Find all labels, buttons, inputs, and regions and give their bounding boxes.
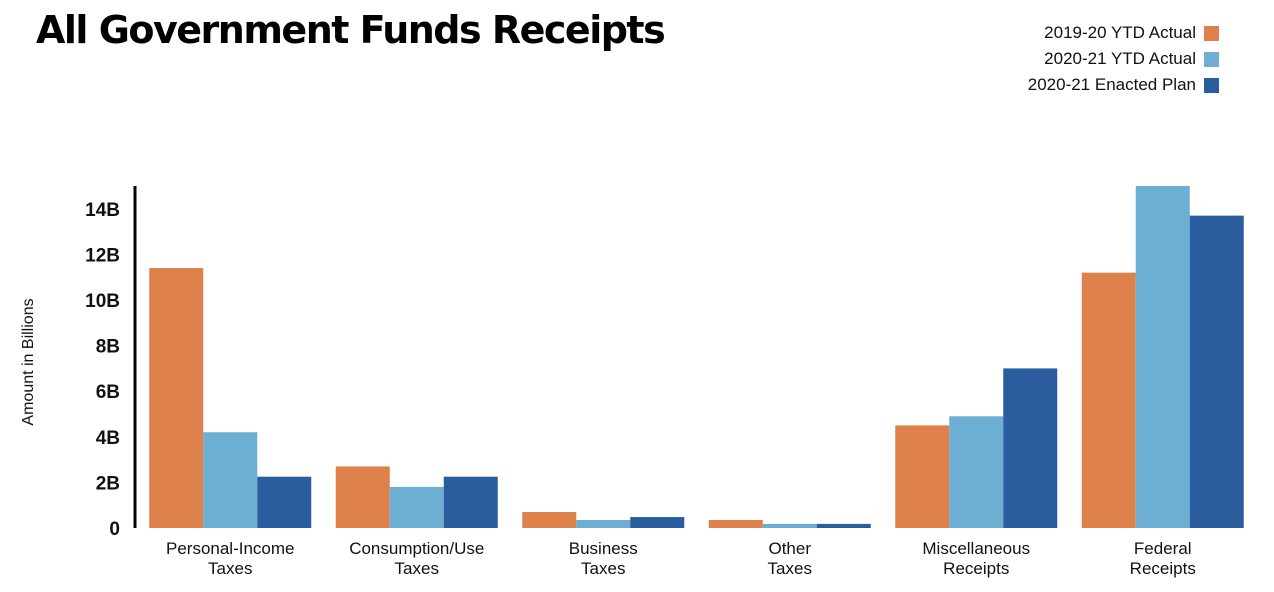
bar [443,476,498,528]
x-category-label: Taxes [395,559,439,578]
bar [335,466,390,528]
bar [1003,368,1058,528]
y-tick-label: 8B [96,337,120,358]
bar [949,416,1004,528]
y-tick-label: 6B [96,382,120,403]
legend-label: 2020-21 Enacted Plan [1027,75,1196,94]
x-category-label: Receipts [1130,559,1196,578]
legend-label: 2020-21 YTD Actual [1044,49,1196,68]
y-tick-label: 10B [85,291,120,312]
legend-label: 2019-20 YTD Actual [1044,23,1196,42]
legend-item: 2020-21 YTD Actual [1028,46,1219,72]
x-category-label: Business [569,539,638,558]
x-category-label: Consumption/Use [349,539,484,558]
bar [203,432,258,528]
bar [630,517,685,528]
y-tick-label: 0 [109,519,120,540]
x-category-label: Taxes [581,559,625,578]
legend-swatch [1204,77,1219,93]
y-tick-label: 2B [96,473,120,494]
y-tick-label: 4B [96,428,120,449]
legend-swatch [1204,25,1219,41]
x-category-label: Personal-Income [166,539,295,558]
x-category-label: Federal [1134,539,1192,558]
bar [1189,215,1244,528]
y-tick-label: 12B [85,245,120,266]
bar [257,476,312,528]
legend-item: 2019-20 YTD Actual [1028,20,1219,46]
x-category-label: Other [768,539,811,558]
legend-swatch [1204,51,1219,67]
bar [708,520,763,528]
bar [816,523,871,528]
legend: 2019-20 YTD Actual 2020-21 YTD Actual 2020… [1028,20,1219,98]
x-category-label: Taxes [768,559,812,578]
bar [522,512,577,528]
bar [1081,272,1136,528]
bar [1135,186,1190,528]
bar [762,523,817,528]
legend-item: 2020-21 Enacted Plan [1028,72,1219,98]
bar [149,268,204,528]
chart-title: All Government Funds Receipts [36,8,666,52]
y-axis-title: Amount in Billions [20,298,37,425]
x-category-label: Miscellaneous [922,539,1030,558]
y-tick-label: 14B [85,200,120,221]
x-category-label: Receipts [943,559,1009,578]
bar [389,486,444,528]
bar [895,425,950,528]
x-category-label: Taxes [208,559,252,578]
bar [576,520,631,528]
